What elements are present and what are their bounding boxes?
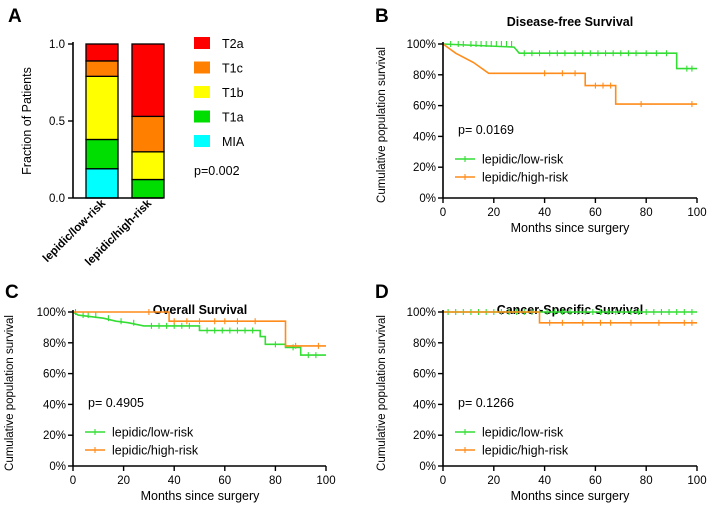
x-tick-label-c: 60 xyxy=(218,475,231,487)
y-tick-label-b: 100% xyxy=(407,39,436,51)
chart-title-c: Overall Survival xyxy=(153,303,248,317)
bar-segment-t1b-high-risk xyxy=(131,151,165,181)
legend-label-t2a: T2a xyxy=(222,37,244,51)
y-tick-label-c: 80% xyxy=(43,338,66,350)
legend-swatch-t1a xyxy=(194,110,210,123)
x-tick-label-b: 40 xyxy=(538,207,551,219)
bar-segment-t1c-high-risk xyxy=(131,115,165,153)
legend-label-high-risk-c: lepidic/high-risk xyxy=(112,444,199,458)
p-value-d: p= 0.1266 xyxy=(458,396,514,410)
y-tick-label-a: 1.0 xyxy=(49,39,65,51)
bar-segment-t2a-low-risk xyxy=(85,43,119,62)
y-tick-label-a: 0.0 xyxy=(49,193,65,205)
y-axis-label-d: Cumulative population survival xyxy=(376,315,388,471)
x-tick-label-b: 0 xyxy=(440,207,446,219)
x-tick-label-b: 100 xyxy=(687,207,706,219)
x-tick-label-b: 80 xyxy=(640,207,653,219)
x-tick-label-d: 0 xyxy=(440,475,446,487)
x-tick-label-d: 100 xyxy=(687,475,706,487)
y-tick-label-d: 100% xyxy=(407,307,436,319)
panel-letter-b: B xyxy=(375,6,389,27)
survival-curve-high-risk-c xyxy=(73,311,326,347)
legend-label-low-risk-b: lepidic/low-risk xyxy=(482,153,564,167)
legend-label-high-risk-d: lepidic/high-risk xyxy=(482,444,569,458)
y-tick-label-c: 40% xyxy=(43,399,66,411)
x-tick-label-c: 100 xyxy=(316,475,335,487)
legend-label-t1b: T1b xyxy=(222,86,244,100)
legend-swatch-t1b xyxy=(194,86,210,98)
x-tick-label-c: 80 xyxy=(269,475,282,487)
legend-label-high-risk-b: lepidic/high-risk xyxy=(482,171,569,185)
y-tick-label-c: 20% xyxy=(43,430,66,442)
panel-c: C Overall Survival 0% 20% 40% 60% 80% 100% 0 20 40… xyxy=(4,282,336,503)
y-tick-label-d: 60% xyxy=(413,369,436,381)
legend-swatch-t1c xyxy=(194,61,210,74)
panel-letter-d: D xyxy=(375,282,389,303)
y-tick-label-d: 80% xyxy=(413,338,436,350)
bar-segment-mia-low-risk xyxy=(85,168,119,199)
survival-curve-high-risk-d xyxy=(443,311,697,324)
p-value-b: p= 0.0169 xyxy=(458,123,514,137)
x-tick-label-c: 20 xyxy=(117,475,130,487)
bar-segment-t1a-low-risk xyxy=(85,138,119,170)
x-axis-label-c: Months since surgery xyxy=(141,489,261,503)
x-tick-label-d: 80 xyxy=(640,475,653,487)
chart-title-b: Disease-free Survival xyxy=(507,15,633,29)
panel-letter-a: A xyxy=(8,6,22,27)
survival-curve-low-risk-b xyxy=(442,43,697,70)
x-axis-label-d: Months since surgery xyxy=(511,489,631,503)
legend-label-low-risk-c: lepidic/low-risk xyxy=(112,426,194,440)
bar-segment-t1c-low-risk xyxy=(85,60,119,77)
y-tick-label-d: 0% xyxy=(419,461,436,473)
x-tick-label-b: 60 xyxy=(589,207,602,219)
p-value-a: p=0.002 xyxy=(194,164,240,178)
legend-swatch-mia xyxy=(194,135,210,147)
y-axis-label-b: Cumulative population survival xyxy=(376,47,388,203)
x-tick-label-d: 60 xyxy=(589,475,602,487)
bar-segment-t1b-low-risk xyxy=(85,75,119,141)
p-value-c: p= 0.4905 xyxy=(88,396,144,410)
y-tick-label-d: 20% xyxy=(413,430,436,442)
legend-label-t1c: T1c xyxy=(222,62,243,76)
legend-swatch-t2a xyxy=(194,37,210,49)
y-tick-label-b: 80% xyxy=(413,70,436,82)
y-tick-label-b: 60% xyxy=(413,101,436,113)
x-tick-label-c: 40 xyxy=(168,475,181,487)
x-tick-label-d: 40 xyxy=(538,475,551,487)
legend-label-mia: MIA xyxy=(222,135,245,149)
panel-a: Alepidic/low-risklepidic/high-risk0.00.5… xyxy=(8,6,245,268)
x-tick-label-b: 20 xyxy=(487,207,500,219)
y-tick-label-c: 100% xyxy=(37,307,66,319)
y-tick-label-c: 60% xyxy=(43,369,66,381)
x-tick-label-c: 0 xyxy=(70,475,76,487)
y-tick-label-b: 0% xyxy=(419,193,436,205)
y-tick-label-d: 40% xyxy=(413,399,436,411)
legend-label-t1a: T1a xyxy=(222,111,244,125)
survival-curve-low-risk-c xyxy=(72,311,326,356)
x-axis-label-b: Months since surgery xyxy=(511,221,631,235)
y-axis-label-a: Fraction of Patients xyxy=(20,67,34,175)
y-tick-label-a: 0.5 xyxy=(49,116,65,128)
bar-segment-t1a-high-risk xyxy=(131,178,165,199)
bar-segment-t2a-high-risk xyxy=(131,43,165,118)
y-tick-label-b: 40% xyxy=(413,131,436,143)
y-tick-label-c: 0% xyxy=(49,461,66,473)
y-axis-label-c: Cumulative population survival xyxy=(4,315,16,471)
legend-label-low-risk-d: lepidic/low-risk xyxy=(482,426,564,440)
y-tick-label-b: 20% xyxy=(413,162,436,174)
panel-letter-c: C xyxy=(5,282,19,303)
panel-b: B Disease-free Survival 0% 20% 40% 60% 80% 100%… xyxy=(375,6,707,235)
x-tick-label-d: 20 xyxy=(487,475,500,487)
survival-curve-high-risk-b xyxy=(442,43,697,105)
